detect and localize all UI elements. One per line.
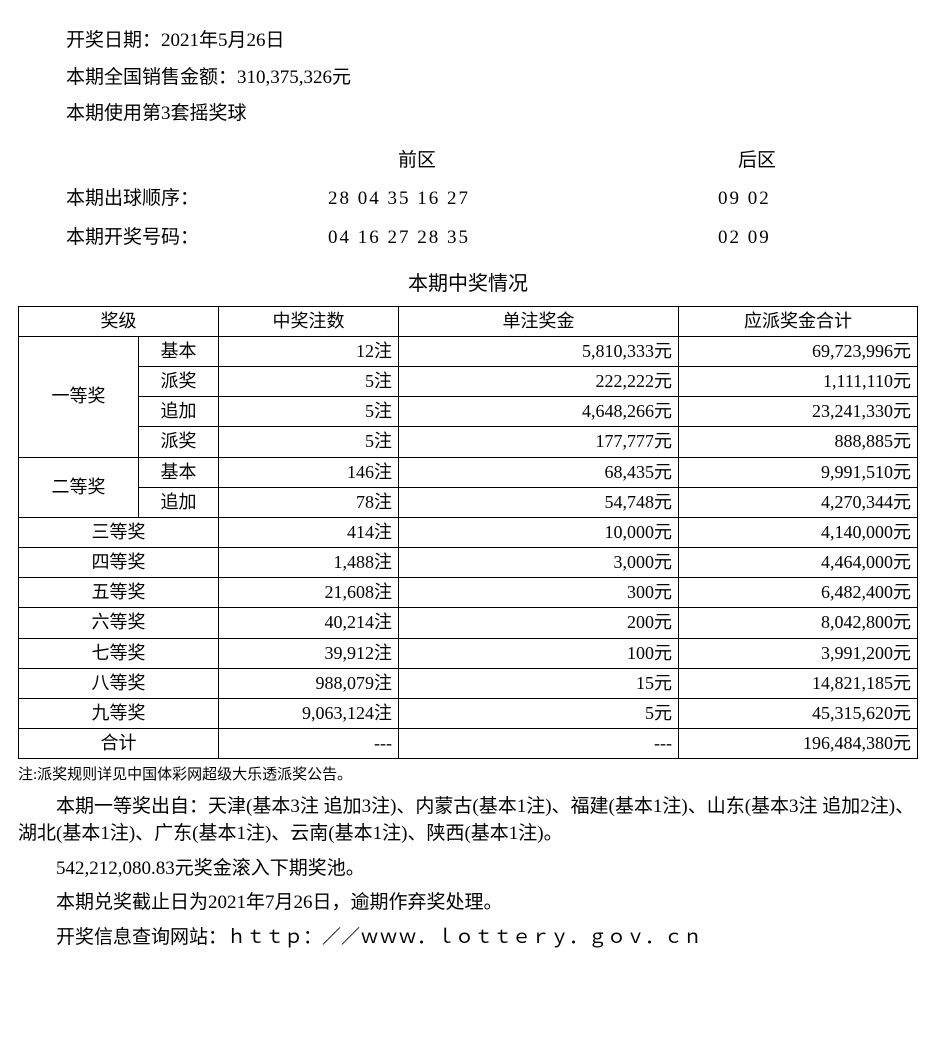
table-row: 追加78注54,748元4,270,344元 <box>19 487 918 517</box>
cell-unit: 5,810,333元 <box>399 336 679 366</box>
cell-unit: 177,777元 <box>399 427 679 457</box>
winners-paragraph: 本期一等奖出自：天津(基本3注 追加3注)、内蒙古(基本1注)、福建(基本1注)… <box>18 794 918 847</box>
cell-unit: 100元 <box>399 638 679 668</box>
cell-unit: 10,000元 <box>399 517 679 547</box>
cell-total: 23,241,330元 <box>679 397 918 427</box>
cell-total: 4,464,000元 <box>679 548 918 578</box>
col-total: 应派奖金合计 <box>679 306 918 336</box>
level-sub: 派奖 <box>139 366 219 396</box>
col-unit: 单注奖金 <box>399 306 679 336</box>
cell-count: --- <box>219 729 399 759</box>
col-count: 中奖注数 <box>219 306 399 336</box>
cell-count: 1,488注 <box>219 548 399 578</box>
deadline-paragraph: 本期兑奖截止日为2021年7月26日，逾期作弃奖处理。 <box>18 890 918 917</box>
cell-unit: 68,435元 <box>399 457 679 487</box>
cell-count: 78注 <box>219 487 399 517</box>
cell-count: 21,608注 <box>219 578 399 608</box>
level-sub: 派奖 <box>139 427 219 457</box>
cell-total: 14,821,185元 <box>679 668 918 698</box>
cell-unit: 200元 <box>399 608 679 638</box>
level-sub: 基本 <box>139 457 219 487</box>
level-simple: 三等奖 <box>19 517 219 547</box>
cell-count: 5注 <box>219 366 399 396</box>
cell-count: 39,912注 <box>219 638 399 668</box>
draw-order-back: 09 02 <box>718 186 918 213</box>
cell-total: 6,482,400元 <box>679 578 918 608</box>
table-title: 本期中奖情况 <box>18 270 918 298</box>
cell-total: 45,315,620元 <box>679 699 918 729</box>
front-zone-header: 前区 <box>328 148 718 175</box>
cell-count: 5注 <box>219 427 399 457</box>
level-second: 二等奖 <box>19 457 139 517</box>
level-sub: 追加 <box>139 487 219 517</box>
cell-unit: --- <box>399 729 679 759</box>
cell-count: 146注 <box>219 457 399 487</box>
cell-total: 4,270,344元 <box>679 487 918 517</box>
footnote: 注:派奖规则详见中国体彩网超级大乐透派奖公告。 <box>18 765 918 786</box>
table-row: 四等奖1,488注3,000元4,464,000元 <box>19 548 918 578</box>
cell-total: 8,042,800元 <box>679 608 918 638</box>
cell-count: 40,214注 <box>219 608 399 638</box>
cell-total: 69,723,996元 <box>679 336 918 366</box>
cell-unit: 4,648,266元 <box>399 397 679 427</box>
level-sub: 追加 <box>139 397 219 427</box>
winning-front: 04 16 27 28 35 <box>328 225 718 252</box>
draw-date: 开奖日期：2021年5月26日 <box>66 28 918 55</box>
cell-unit: 5元 <box>399 699 679 729</box>
cell-total: 888,885元 <box>679 427 918 457</box>
cell-unit: 300元 <box>399 578 679 608</box>
cell-total: 3,991,200元 <box>679 638 918 668</box>
table-row: 派奖5注222,222元1,111,110元 <box>19 366 918 396</box>
level-simple: 八等奖 <box>19 668 219 698</box>
table-header-row: 奖级 中奖注数 单注奖金 应派奖金合计 <box>19 306 918 336</box>
sales-amount: 本期全国销售金额：310,375,326元 <box>66 65 918 92</box>
winning-back: 02 09 <box>718 225 918 252</box>
table-row: 六等奖40,214注200元8,042,800元 <box>19 608 918 638</box>
draw-order-label: 本期出球顺序： <box>18 186 328 213</box>
table-row: 一等奖基本12注5,810,333元69,723,996元 <box>19 336 918 366</box>
cell-total: 9,991,510元 <box>679 457 918 487</box>
draw-order-front: 28 04 35 16 27 <box>328 186 718 213</box>
ball-set: 本期使用第3套摇奖球 <box>66 101 918 128</box>
website-paragraph: 开奖信息查询网站：ｈｔｔｐ：／／ｗｗｗ．ｌｏｔｔｅｒｙ．ｇｏｖ．ｃｎ <box>18 925 918 952</box>
table-row: 派奖5注177,777元888,885元 <box>19 427 918 457</box>
level-simple: 七等奖 <box>19 638 219 668</box>
level-first: 一等奖 <box>19 336 139 457</box>
level-simple: 九等奖 <box>19 699 219 729</box>
table-row: 九等奖9,063,124注5元45,315,620元 <box>19 699 918 729</box>
back-zone-header: 后区 <box>718 148 918 175</box>
table-row: 追加5注4,648,266元23,241,330元 <box>19 397 918 427</box>
cell-unit: 15元 <box>399 668 679 698</box>
cell-count: 5注 <box>219 397 399 427</box>
cell-count: 988,079注 <box>219 668 399 698</box>
col-level: 奖级 <box>19 306 219 336</box>
cell-count: 414注 <box>219 517 399 547</box>
table-row: 三等奖414注10,000元4,140,000元 <box>19 517 918 547</box>
cell-total: 4,140,000元 <box>679 517 918 547</box>
number-section: 前区 后区 本期出球顺序： 28 04 35 16 27 09 02 本期开奖号… <box>18 148 918 252</box>
table-row: 七等奖39,912注100元3,991,200元 <box>19 638 918 668</box>
cell-count: 12注 <box>219 336 399 366</box>
level-sum: 合计 <box>19 729 219 759</box>
table-row: 二等奖基本146注68,435元9,991,510元 <box>19 457 918 487</box>
cell-count: 9,063,124注 <box>219 699 399 729</box>
table-row: 八等奖988,079注15元14,821,185元 <box>19 668 918 698</box>
level-simple: 五等奖 <box>19 578 219 608</box>
level-simple: 六等奖 <box>19 608 219 638</box>
cell-total: 196,484,380元 <box>679 729 918 759</box>
prize-table: 奖级 中奖注数 单注奖金 应派奖金合计 一等奖基本12注5,810,333元69… <box>18 306 918 760</box>
cell-unit: 3,000元 <box>399 548 679 578</box>
winning-label: 本期开奖号码： <box>18 225 328 252</box>
cell-unit: 222,222元 <box>399 366 679 396</box>
rollover-paragraph: 542,212,080.83元奖金滚入下期奖池。 <box>18 856 918 883</box>
table-row: 五等奖21,608注300元6,482,400元 <box>19 578 918 608</box>
cell-total: 1,111,110元 <box>679 366 918 396</box>
level-simple: 四等奖 <box>19 548 219 578</box>
cell-unit: 54,748元 <box>399 487 679 517</box>
level-sub: 基本 <box>139 336 219 366</box>
table-row-sum: 合计------196,484,380元 <box>19 729 918 759</box>
